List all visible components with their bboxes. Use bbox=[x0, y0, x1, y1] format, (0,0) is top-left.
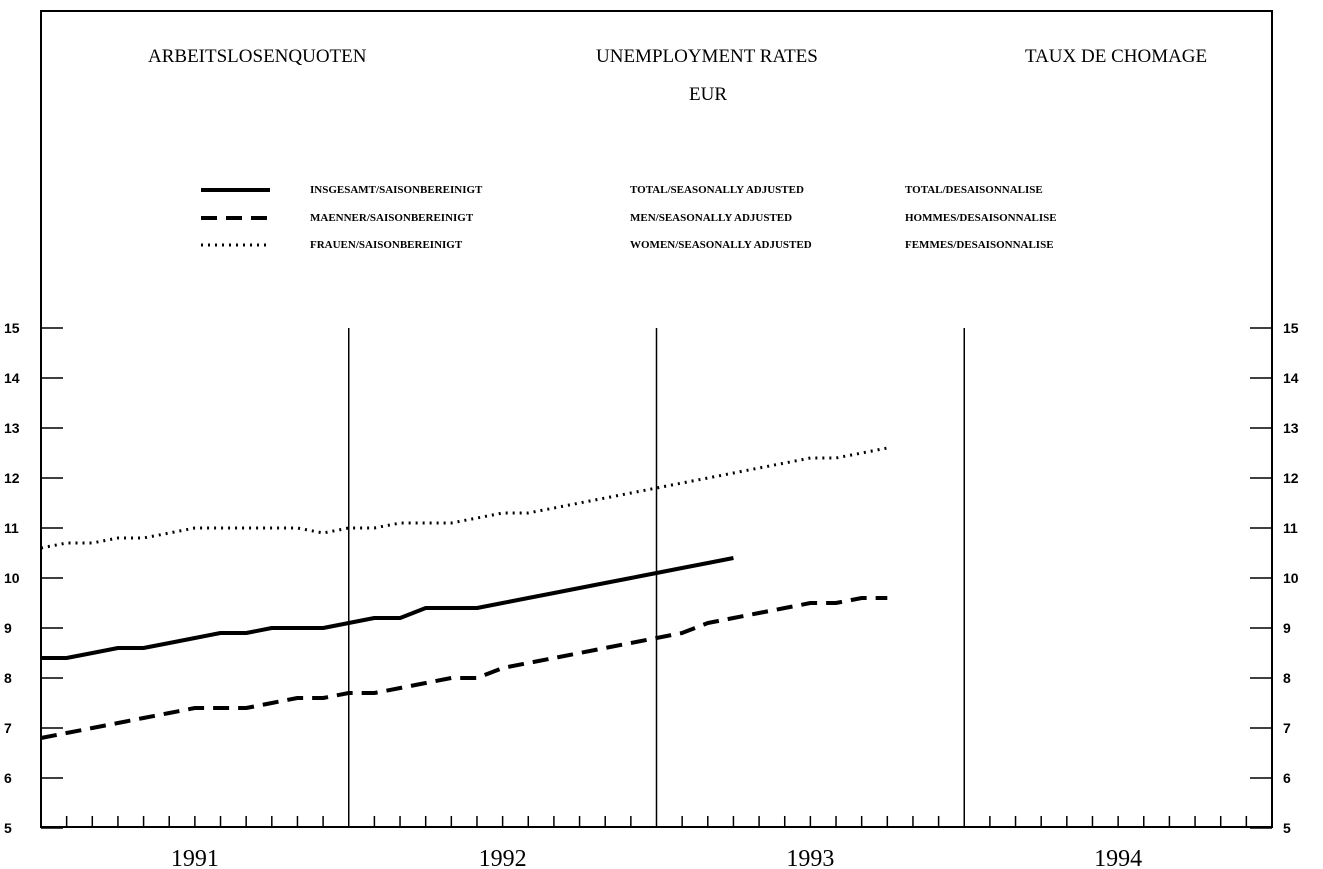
series-line-dashed bbox=[40, 596, 888, 740]
legend-total-en: TOTAL/SEASONALLY ADJUSTED bbox=[630, 184, 804, 196]
legend-women-de: FRAUEN/SAISONBEREINIGT bbox=[310, 239, 463, 251]
legend-total-de: INSGESAMT/SAISONBEREINIGT bbox=[310, 184, 483, 196]
y-tick-label-left: 11 bbox=[4, 520, 19, 536]
y-tick-label-left: 12 bbox=[4, 470, 20, 486]
region-label: EUR bbox=[689, 84, 727, 105]
y-tick-label-left: 15 bbox=[4, 320, 20, 336]
y-tick-label-right: 13 bbox=[1283, 420, 1299, 436]
y-tick-label-left: 13 bbox=[4, 420, 20, 436]
y-tick-label-left: 14 bbox=[4, 370, 20, 386]
y-tick-label-left: 9 bbox=[4, 620, 12, 636]
y-tick-label-right: 8 bbox=[1283, 670, 1291, 686]
series-line-solid bbox=[41, 556, 734, 660]
y-tick-label-right: 14 bbox=[1283, 370, 1299, 386]
series-line-dotted bbox=[40, 446, 888, 550]
y-tick-label-left: 10 bbox=[4, 570, 20, 586]
x-tick-label-year: 1994 bbox=[1094, 846, 1142, 869]
y-tick-label-right: 15 bbox=[1283, 320, 1299, 336]
title-german: ARBEITSLOSENQUOTEN bbox=[148, 46, 367, 67]
y-tick-label-left: 5 bbox=[4, 820, 12, 836]
y-tick-label-right: 5 bbox=[1283, 820, 1291, 836]
y-tick-label-right: 11 bbox=[1283, 520, 1298, 536]
legend-men-fr: HOMMES/DESAISONNALISE bbox=[905, 212, 1057, 224]
y-tick-label-right: 9 bbox=[1283, 620, 1291, 636]
y-tick-label-left: 6 bbox=[4, 770, 12, 786]
y-tick-label-right: 7 bbox=[1283, 720, 1291, 736]
y-tick-label-left: 7 bbox=[4, 720, 12, 736]
y-tick-label-right: 6 bbox=[1283, 770, 1291, 786]
x-tick-label-year: 1993 bbox=[786, 846, 834, 869]
y-tick-label-right: 12 bbox=[1283, 470, 1299, 486]
y-tick-label-left: 8 bbox=[4, 670, 12, 686]
legend-women-fr: FEMMES/DESAISONNALISE bbox=[905, 239, 1054, 251]
legend-men-en: MEN/SEASONALLY ADJUSTED bbox=[630, 212, 793, 224]
y-tick-label-right: 10 bbox=[1283, 570, 1299, 586]
x-tick-label-year: 1992 bbox=[479, 846, 527, 869]
legend-total-fr: TOTAL/DESAISONNALISE bbox=[905, 184, 1043, 196]
title-french: TAUX DE CHOMAGE bbox=[1025, 46, 1208, 67]
title-english: UNEMPLOYMENT RATES bbox=[596, 46, 818, 67]
x-tick-label-year: 1991 bbox=[171, 846, 219, 869]
legend-women-en: WOMEN/SEASONALLY ADJUSTED bbox=[630, 239, 812, 251]
legend-men-de: MAENNER/SAISONBEREINIGT bbox=[310, 212, 474, 224]
